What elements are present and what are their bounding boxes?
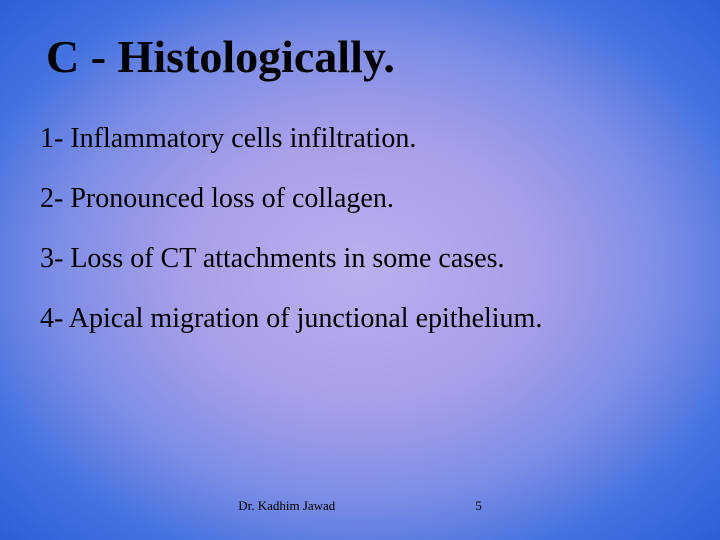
list-item: 2- Pronounced loss of collagen. <box>40 183 680 215</box>
footer-author: Dr. Kadhim Jawad <box>238 498 335 514</box>
slide: C - Histologically. 1- Inflammatory cell… <box>0 0 720 540</box>
slide-footer: Dr. Kadhim Jawad 5 <box>40 498 680 520</box>
slide-title: C - Histologically. <box>46 30 680 83</box>
list-item: 4- Apical migration of junctional epithe… <box>40 303 680 335</box>
slide-content: 1- Inflammatory cells infiltration. 2- P… <box>40 123 680 498</box>
footer-page-number: 5 <box>475 498 482 514</box>
list-item: 1- Inflammatory cells infiltration. <box>40 123 680 155</box>
list-item: 3- Loss of CT attachments in some cases. <box>40 243 680 275</box>
